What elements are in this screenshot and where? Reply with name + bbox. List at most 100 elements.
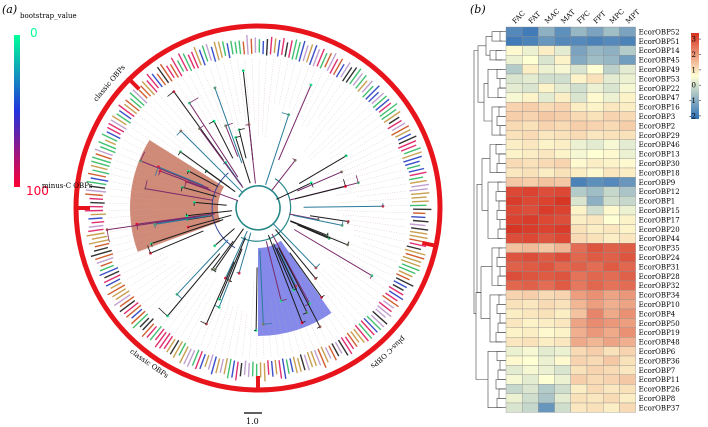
heatmap-cell [586, 393, 604, 404]
heatmap-cell [570, 290, 588, 300]
heatmap-cell [522, 252, 539, 263]
heatmap-cell [586, 261, 604, 272]
tip-label-mark [91, 160, 110, 167]
tip-guide-line [301, 75, 329, 126]
dendrogram-branch [477, 45, 486, 103]
tip-label-mark [361, 80, 373, 93]
tree-branch [290, 220, 328, 236]
tip-label-mark [276, 39, 281, 57]
heatmap-row-label: EcorOBP12 [639, 188, 680, 196]
tree-branch-arc [321, 294, 325, 298]
heatmap-cell [505, 290, 523, 300]
tree-branch [225, 125, 239, 157]
heatmap-cell [538, 346, 555, 357]
heatmap-cell [554, 149, 571, 159]
tree-branch [182, 186, 217, 197]
tip-label-mark [131, 308, 143, 319]
heatmap-column-header: FPC [576, 9, 592, 25]
heatmap-cell [538, 205, 555, 216]
heatmap-row-label: EcorOBP20 [639, 226, 680, 234]
tip-guide-line [336, 155, 399, 179]
heatmap-row-label: EcorOBP37 [639, 404, 680, 412]
heatmap-cell [554, 252, 571, 263]
tip-label-mark [95, 153, 112, 160]
tree-branch [267, 234, 303, 323]
heatmap-cell [522, 327, 539, 338]
heatmap-row-label: EcorOBP19 [639, 329, 680, 337]
tip-guide-line [258, 57, 260, 136]
heatmap-cell [586, 224, 604, 234]
heatmap-cell [505, 224, 523, 234]
heatmap-cell [603, 355, 620, 366]
tip-label-mark [409, 176, 424, 181]
tip-label-mark [129, 98, 142, 109]
heatmap-row-label: EcorOBP47 [639, 94, 680, 102]
heatmap-cell [603, 186, 620, 197]
tip-guide-line [120, 146, 190, 178]
heatmap-cell [522, 36, 539, 46]
tip-guide-line [304, 72, 323, 111]
tip-guide-line [270, 300, 279, 357]
heatmap-cell [522, 224, 539, 234]
tree-branch [176, 239, 229, 295]
heatmap-cell [554, 290, 571, 300]
clade-label: minus-C OBPs [42, 182, 93, 190]
tree-branch-arc [326, 232, 329, 236]
heatmap-row-label: EcorOBP46 [639, 141, 681, 149]
tree-branch-arc [293, 288, 297, 291]
tip-label-mark [299, 354, 306, 371]
bootstrap-node [344, 154, 348, 158]
tip-label-mark [404, 248, 426, 256]
dendrogram-branch [497, 275, 506, 286]
heatmap-cell [586, 36, 604, 46]
bootstrap-node [381, 204, 385, 208]
tip-label-mark [403, 155, 422, 163]
heatmap-cell [619, 299, 636, 310]
heatmap-cell [619, 177, 636, 187]
heatmap-cell [538, 365, 555, 375]
tip-guide-line [262, 58, 267, 132]
heatmap-cell [619, 158, 636, 169]
heatmap-cell [554, 139, 571, 150]
heatmap-cell [505, 384, 523, 394]
heatmap-cell [570, 149, 588, 159]
heatmap-cell [570, 177, 588, 187]
tip-label-mark [156, 66, 170, 84]
tree-branch [303, 205, 383, 208]
heatmap-row-label: EcorOBP34 [639, 292, 681, 300]
heatmap-cell [603, 139, 620, 150]
tip-label-mark [88, 217, 103, 220]
tree-branch-arc [176, 294, 183, 300]
dendrogram-branch [496, 69, 506, 79]
tip-label-mark [198, 49, 206, 66]
tip-label-mark [166, 338, 176, 353]
heatmap-row-label: EcorOBP35 [639, 245, 680, 253]
tree-branch [276, 182, 312, 200]
tip-label-mark [177, 53, 189, 72]
heatmap-cell [570, 120, 588, 131]
heatmap-cell [603, 280, 620, 291]
tip-guide-line [329, 112, 374, 149]
tip-label-mark [132, 313, 149, 329]
clade-ring [73, 23, 443, 393]
heatmap-cell [603, 158, 620, 169]
heatmap-cell [538, 83, 555, 93]
dendrogram-branch [498, 106, 506, 117]
heatmap-column-header: MAT [559, 8, 577, 26]
tree-branch-arc [341, 171, 343, 174]
heatmap-cell [570, 271, 588, 281]
heatmap-row-label: EcorOBP53 [639, 75, 680, 83]
tip-label-mark [365, 85, 380, 100]
tip-guide-line [110, 181, 158, 191]
tip-label-mark [292, 356, 298, 374]
heatmap-cell [619, 167, 636, 178]
heatmap-cell [603, 374, 620, 385]
tree-branch [293, 229, 373, 277]
tree-branch-arc [236, 271, 240, 274]
tip-label-mark [398, 135, 417, 145]
tree-branch [180, 130, 243, 193]
tip-guide-line [162, 284, 196, 325]
heatmap-cell [570, 196, 588, 206]
tip-label-mark [402, 255, 422, 264]
